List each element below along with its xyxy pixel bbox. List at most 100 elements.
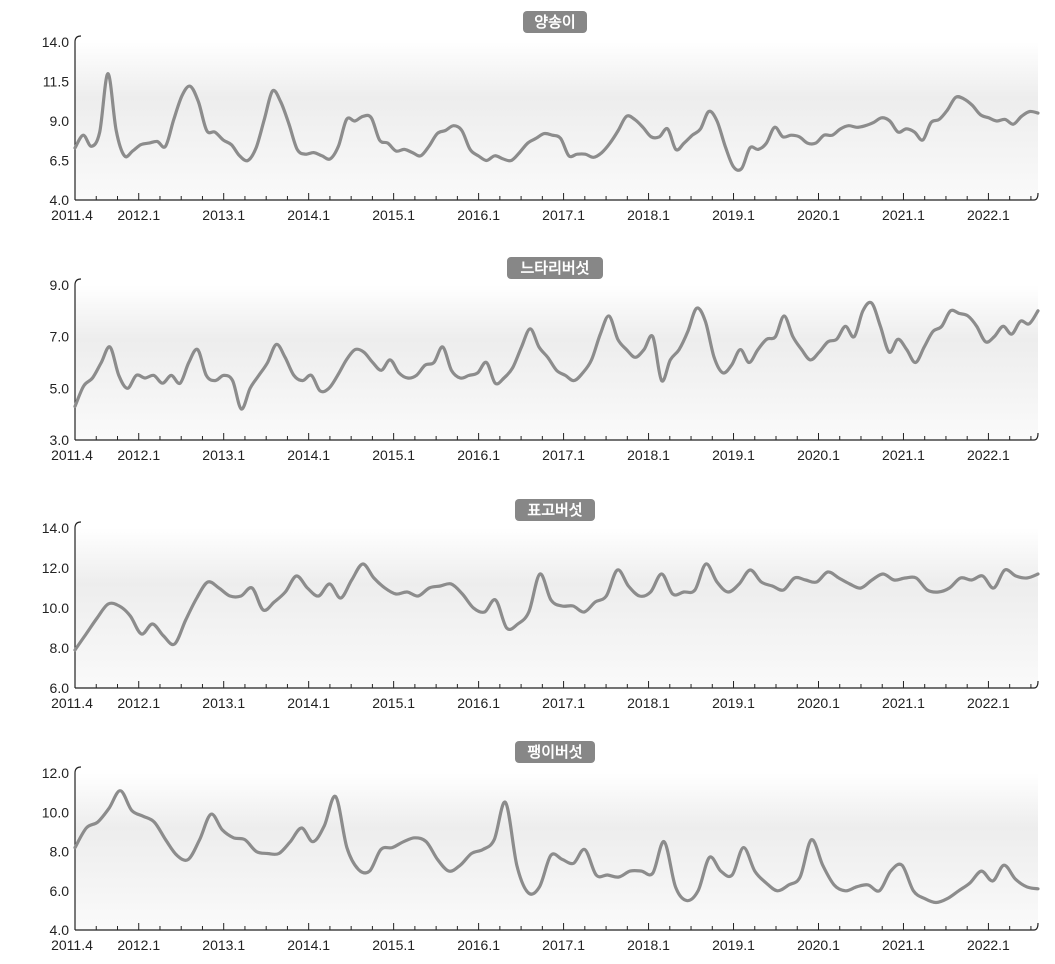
x-tick-label: 2018.1 bbox=[627, 695, 670, 711]
y-tick-label: 14.0 bbox=[42, 520, 69, 536]
x-axis bbox=[75, 922, 1039, 931]
x-tick-label: 2014.1 bbox=[287, 207, 330, 223]
x-tick-label: 2011.4 bbox=[51, 207, 93, 223]
x-tick-label: 2011.4 bbox=[51, 695, 93, 711]
x-tick-label: 2014.1 bbox=[287, 937, 330, 953]
x-tick-label: 2019.1 bbox=[712, 207, 755, 223]
series-line bbox=[73, 789, 1040, 905]
y-tick-label: 9.0 bbox=[50, 113, 70, 129]
y-axis bbox=[74, 766, 82, 930]
y-tick-label: 6.5 bbox=[50, 153, 70, 169]
x-tick-label: 2022.1 bbox=[967, 447, 1010, 463]
chart-panel-1: 4.0 6.5 9.0 11.5 14.0 2011.4 2012.1 2013.1 2014.… bbox=[42, 11, 1040, 223]
x-tick-label: 2015.1 bbox=[372, 695, 415, 711]
chart-title-text: 팽이버섯 bbox=[527, 743, 582, 761]
y-axis bbox=[74, 521, 82, 688]
x-tick-label: 2013.1 bbox=[202, 447, 245, 463]
x-tick-label: 2011.4 bbox=[51, 447, 93, 463]
y-tick-label: 4.0 bbox=[50, 192, 70, 208]
plot-area bbox=[75, 528, 1038, 688]
x-tick-label: 2013.1 bbox=[202, 207, 245, 223]
y-tick-label: 9.0 bbox=[50, 277, 70, 293]
x-tick-label: 2022.1 bbox=[967, 695, 1010, 711]
x-tick-label: 2011.4 bbox=[51, 937, 93, 953]
chart-title: 느타리버섯 bbox=[507, 257, 603, 279]
x-tick-label: 2020.1 bbox=[797, 447, 840, 463]
plot-area bbox=[75, 773, 1038, 930]
x-tick-label: 2017.1 bbox=[542, 447, 585, 463]
x-tick-label: 2018.1 bbox=[627, 937, 670, 953]
y-tick-label: 7.0 bbox=[50, 329, 70, 345]
x-tick-label: 2016.1 bbox=[457, 207, 500, 223]
series-line bbox=[73, 71, 1040, 172]
x-tick-label: 2021.1 bbox=[882, 447, 925, 463]
chart-panel-4: 4.0 6.0 8.0 10.0 12.0 2011.4 2012.1 2013.1 2014.… bbox=[42, 741, 1040, 953]
x-tick-label: 2018.1 bbox=[627, 207, 670, 223]
chart-title-text: 표고버섯 bbox=[527, 501, 582, 519]
x-tick-label: 2016.1 bbox=[457, 937, 500, 953]
title-badge bbox=[507, 257, 603, 279]
x-tick-label: 2019.1 bbox=[712, 447, 755, 463]
y-tick-label: 3.0 bbox=[50, 432, 70, 448]
x-tick-label: 2015.1 bbox=[372, 937, 415, 953]
x-tick-label: 2012.1 bbox=[117, 937, 160, 953]
y-tick-label: 5.0 bbox=[50, 380, 70, 396]
x-tick-label: 2019.1 bbox=[712, 937, 755, 953]
x-axis bbox=[75, 680, 1039, 689]
plot-area bbox=[75, 42, 1038, 200]
x-tick-label: 2021.1 bbox=[882, 207, 925, 223]
x-tick-label: 2018.1 bbox=[627, 447, 670, 463]
x-tick-label: 2016.1 bbox=[457, 447, 500, 463]
y-tick-label: 8.0 bbox=[50, 640, 70, 656]
y-axis bbox=[74, 278, 82, 440]
x-tick-label: 2020.1 bbox=[797, 937, 840, 953]
x-tick-label: 2021.1 bbox=[882, 695, 925, 711]
x-tick-label: 2020.1 bbox=[797, 207, 840, 223]
x-tick-label: 2017.1 bbox=[542, 695, 585, 711]
x-tick-label: 2012.1 bbox=[117, 447, 160, 463]
x-tick-label: 2019.1 bbox=[712, 695, 755, 711]
y-tick-label: 11.5 bbox=[43, 74, 69, 90]
chart-title: 양송이 bbox=[523, 11, 587, 33]
y-tick-label: 12.0 bbox=[42, 765, 69, 781]
x-tick-label: 2017.1 bbox=[542, 937, 585, 953]
y-tick-label: 14.0 bbox=[42, 34, 69, 50]
x-tick-label: 2015.1 bbox=[372, 447, 415, 463]
x-tick-label: 2020.1 bbox=[797, 695, 840, 711]
chart-panel-2: 3.0 5.0 7.0 9.0 2011.4 2012.1 2013.1 2014.1 2015… bbox=[50, 257, 1040, 463]
series-line bbox=[73, 300, 1040, 411]
x-tick-label: 2016.1 bbox=[457, 695, 500, 711]
y-tick-label: 6.0 bbox=[50, 883, 70, 899]
chart-title: 팽이버섯 bbox=[515, 741, 595, 763]
x-tick-label: 2014.1 bbox=[287, 447, 330, 463]
y-tick-label: 12.0 bbox=[42, 560, 69, 576]
x-tick-label: 2022.1 bbox=[967, 937, 1010, 953]
x-tick-label: 2013.1 bbox=[202, 937, 245, 953]
title-badge bbox=[523, 11, 587, 33]
y-tick-label: 8.0 bbox=[50, 844, 70, 860]
y-tick-label: 4.0 bbox=[50, 922, 70, 938]
y-tick-label: 6.0 bbox=[50, 680, 70, 696]
x-tick-label: 2012.1 bbox=[117, 695, 160, 711]
x-tick-label: 2015.1 bbox=[372, 207, 415, 223]
plot-area bbox=[75, 285, 1038, 440]
title-badge bbox=[515, 741, 595, 763]
x-tick-label: 2012.1 bbox=[117, 207, 160, 223]
x-tick-label: 2022.1 bbox=[967, 207, 1010, 223]
x-axis bbox=[75, 432, 1039, 441]
title-badge bbox=[515, 499, 595, 521]
chart-title-text: 양송이 bbox=[534, 13, 575, 31]
chart-title: 표고버섯 bbox=[515, 499, 595, 521]
x-tick-label: 2014.1 bbox=[287, 695, 330, 711]
x-tick-label: 2013.1 bbox=[202, 695, 245, 711]
y-axis bbox=[74, 35, 82, 200]
series-line bbox=[73, 562, 1040, 652]
x-tick-label: 2021.1 bbox=[882, 937, 925, 953]
y-tick-label: 10.0 bbox=[42, 600, 69, 616]
chart-title-text: 느타리버섯 bbox=[520, 259, 589, 277]
x-axis bbox=[75, 192, 1039, 201]
y-tick-label: 10.0 bbox=[42, 804, 69, 820]
chart-panel-3: 6.0 8.0 10.0 12.0 14.0 2011.4 2012.1 2013.1 2014… bbox=[42, 499, 1040, 711]
x-tick-label: 2017.1 bbox=[542, 207, 585, 223]
